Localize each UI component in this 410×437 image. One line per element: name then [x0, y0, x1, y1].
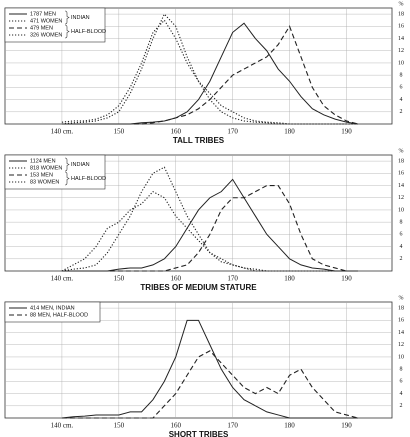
- legend-label: 818 WOMEN: [30, 165, 62, 171]
- legend-label: 88 MEN, HALF-BLOOD: [30, 312, 88, 318]
- x-tick-label: 180: [284, 275, 295, 283]
- x-tick-label: 170: [227, 422, 238, 430]
- series-line: [61, 25, 358, 125]
- legend-label: 326 WOMEN: [30, 32, 62, 38]
- legend-label: 153 MEN: [30, 172, 53, 178]
- series-line: [61, 319, 358, 419]
- y-tick-label: 12: [398, 48, 404, 54]
- y-tick-label: 8: [400, 367, 403, 373]
- x-tick-label: 180: [284, 128, 295, 136]
- y-tick-label: 10: [398, 207, 404, 213]
- chart-title: SHORT TRIBES: [169, 430, 229, 437]
- legend-group: HALF-BLOOD: [71, 176, 106, 182]
- x-tick-label: 140 cm.: [51, 128, 74, 136]
- x-tick-label: 150: [114, 422, 125, 430]
- legend-label: 1124 MEN: [30, 158, 56, 164]
- series-line: [61, 184, 358, 272]
- x-tick-label: 190: [341, 275, 352, 283]
- y-tick-label: 6: [400, 232, 403, 238]
- legend-brace: [64, 171, 70, 186]
- legend-box: [4, 301, 101, 323]
- x-tick-label: 190: [341, 128, 352, 136]
- y-tick-label: 12: [398, 195, 404, 201]
- x-tick-label: 150: [114, 128, 125, 136]
- y-tick-label: 12: [398, 342, 404, 348]
- plot-frame: [4, 301, 393, 419]
- y-tick-label: 4: [400, 244, 403, 250]
- y-tick-label: 6: [400, 379, 403, 385]
- legend-label: 471 WOMEN: [30, 18, 62, 24]
- y-tick-label: 10: [398, 60, 404, 66]
- series-line: [61, 350, 358, 419]
- y-tick-label: 8: [400, 220, 403, 226]
- x-tick-label: 160: [170, 275, 181, 283]
- x-tick-label: 160: [170, 128, 181, 136]
- y-tick-label: 16: [398, 318, 404, 324]
- legend-label: 83 WOMEN: [30, 179, 59, 185]
- y-tick-label: 14: [398, 330, 404, 336]
- series-line: [61, 190, 358, 272]
- legend-label: 1787 MEN: [30, 11, 56, 17]
- legend-brace: [64, 24, 70, 39]
- series-line: [61, 178, 358, 272]
- x-tick-label: 150: [114, 275, 125, 283]
- x-tick-label: 190: [341, 422, 352, 430]
- x-tick-label: 140 cm.: [51, 422, 74, 430]
- y-tick-label: 14: [398, 183, 404, 189]
- y-tick-label: 8: [400, 73, 403, 79]
- y-tick-label: 18: [398, 158, 404, 164]
- y-tick-label: 2: [400, 403, 403, 409]
- y-tick-label: 14: [398, 36, 404, 42]
- y-unit: %: [399, 148, 404, 154]
- y-unit: %: [399, 1, 404, 7]
- legend-brace: [64, 157, 70, 172]
- y-tick-label: 10: [398, 354, 404, 360]
- legend-label: 414 MEN, INDIAN: [30, 305, 75, 311]
- x-tick-label: 170: [227, 275, 238, 283]
- legend-label: 479 MEN: [30, 25, 53, 31]
- y-tick-label: 2: [400, 109, 403, 115]
- y-tick-label: 16: [398, 24, 404, 30]
- x-tick-label: 170: [227, 128, 238, 136]
- y-tick-label: 2: [400, 256, 403, 262]
- y-tick-label: 4: [400, 97, 403, 103]
- series-line: [61, 13, 358, 125]
- y-tick-label: 16: [398, 171, 404, 177]
- legend-group: HALF-BLOOD: [71, 29, 106, 35]
- x-tick-label: 180: [284, 422, 295, 430]
- x-tick-label: 160: [170, 422, 181, 430]
- y-tick-label: 6: [400, 85, 403, 91]
- series-line: [61, 166, 358, 272]
- x-tick-label: 140 cm.: [51, 275, 74, 283]
- plot-frame: [4, 154, 393, 272]
- series-line: [61, 19, 358, 125]
- y-tick-label: 18: [398, 305, 404, 311]
- legend-brace: [64, 10, 70, 25]
- y-tick-label: 18: [398, 11, 404, 17]
- legend-group: INDIAN: [71, 162, 90, 168]
- y-unit: %: [399, 295, 404, 301]
- chart-title: TRIBES OF MEDIUM STATURE: [140, 283, 257, 292]
- y-tick-label: 4: [400, 391, 403, 397]
- legend-group: INDIAN: [71, 15, 90, 21]
- chart-title: TALL TRIBES: [173, 136, 225, 145]
- plot-frame: [4, 7, 393, 125]
